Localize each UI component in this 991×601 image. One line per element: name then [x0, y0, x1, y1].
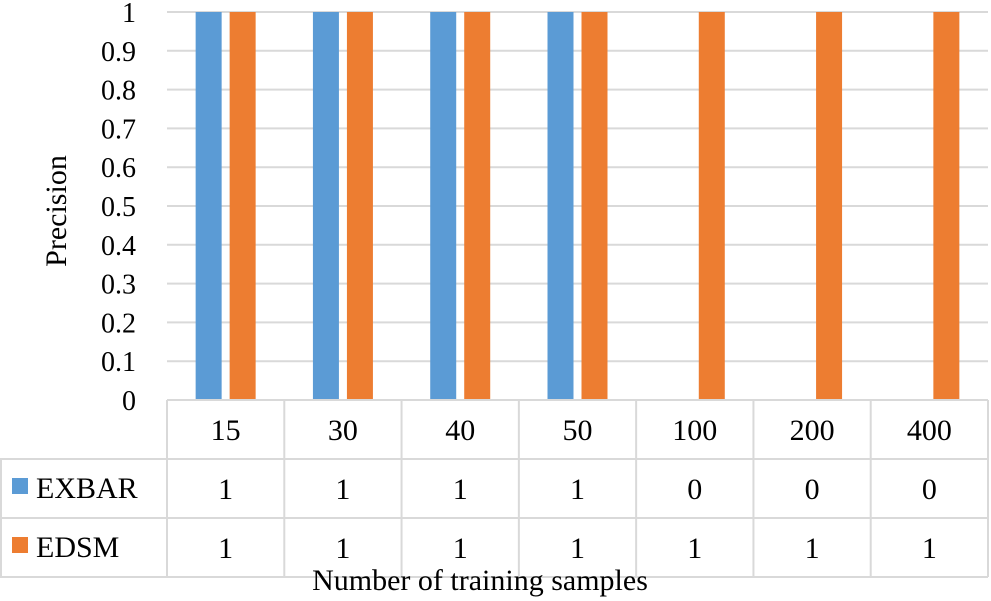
table-cell: 1	[570, 473, 585, 506]
bar-edsm-15	[229, 12, 256, 400]
y-axis-label: Precision	[40, 155, 73, 267]
y-tick-label: 0.7	[101, 114, 136, 145]
y-tick-label: 0.3	[101, 270, 136, 301]
legend-label-exbar: EXBAR	[36, 472, 138, 505]
table-cell: 0	[805, 473, 820, 506]
y-tick-label: 0.2	[101, 308, 136, 339]
x-tick-label: 30	[328, 414, 358, 447]
legend-swatch-edsm	[12, 537, 28, 553]
table-cell: 1	[687, 532, 702, 565]
y-tick-label: 0.5	[101, 192, 136, 223]
legend-label-edsm: EDSM	[36, 531, 119, 564]
bar-edsm-100	[698, 12, 725, 400]
table-cell: 1	[570, 532, 585, 565]
bar-edsm-400	[933, 12, 960, 400]
x-tick-label: 50	[563, 414, 593, 447]
table-cell: 1	[922, 532, 937, 565]
bars	[195, 12, 960, 400]
x-tick-label: 40	[445, 414, 475, 447]
gridlines	[167, 11, 988, 363]
legend-swatch-exbar	[12, 478, 28, 494]
table-cell: 1	[805, 532, 820, 565]
table-cell: 1	[335, 473, 350, 506]
bar-edsm-50	[581, 12, 608, 400]
bar-exbar-40	[430, 12, 457, 400]
y-axis-ticks: 0 0.1 0.2 0.3 0.4 0.5 0.6 0.7 0.8 0.9 1	[101, 0, 136, 417]
bar-exbar-50	[547, 12, 574, 400]
bar-edsm-40	[464, 12, 491, 400]
y-tick-label: 0.8	[101, 76, 136, 107]
y-tick-label: 0.4	[101, 231, 136, 262]
x-tick-label: 200	[790, 414, 835, 447]
x-tick-label: 15	[211, 414, 241, 447]
x-tick-label: 400	[907, 414, 952, 447]
table-cell: 0	[687, 473, 702, 506]
bar-edsm-200	[816, 12, 843, 400]
table-cell: 1	[453, 473, 468, 506]
bar-exbar-15	[195, 12, 222, 400]
x-tick-label: 100	[672, 414, 717, 447]
table-cell: 1	[335, 532, 350, 565]
table-cell: 1	[218, 532, 233, 565]
y-tick-label: 0.6	[101, 153, 136, 184]
bar-edsm-30	[346, 12, 373, 400]
y-tick-label: 1	[122, 0, 136, 29]
y-tick-label: 0	[122, 386, 136, 417]
y-tick-label: 0.1	[101, 347, 136, 378]
bar-exbar-30	[312, 12, 339, 400]
table-cell: 1	[453, 532, 468, 565]
y-tick-label: 0.9	[101, 37, 136, 68]
table-cell: 1	[218, 473, 233, 506]
table-cell: 0	[922, 473, 937, 506]
x-axis-label: Number of training samples	[312, 564, 648, 597]
